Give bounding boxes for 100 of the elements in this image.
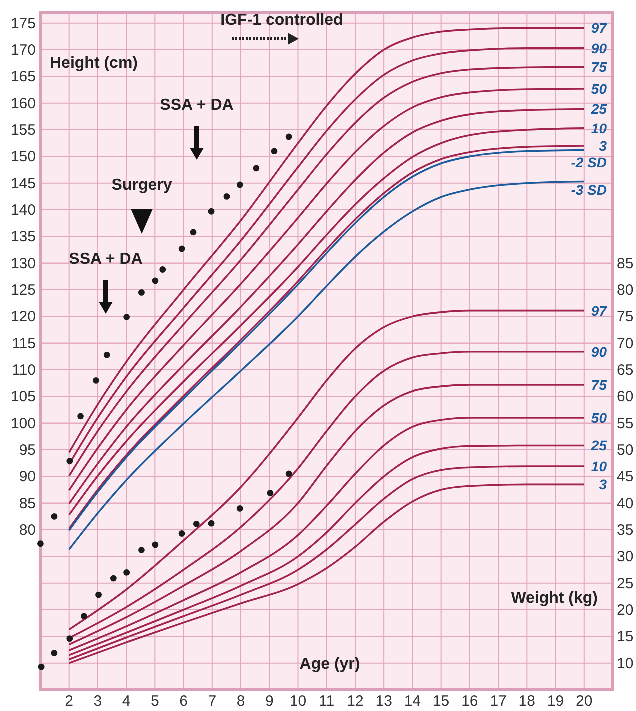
x-tick-label: 4 [122, 693, 131, 710]
point [236, 505, 244, 512]
series-label: 10 [591, 458, 608, 475]
point [38, 664, 45, 670]
point [80, 613, 88, 620]
y-tick-label: 80 [19, 522, 36, 540]
x-tick-label: 13 [376, 693, 392, 710]
x-tick-label: 12 [347, 693, 364, 710]
point [208, 208, 215, 215]
y2-tick-label: 40 [617, 495, 634, 512]
y2-tick-label: 65 [617, 362, 634, 380]
y-tick-label: 85 [19, 495, 36, 512]
y-axis-title: Height (cm) [50, 55, 138, 72]
series-label: 97 [591, 20, 608, 36]
point [78, 413, 84, 420]
y2-tick-label: 85 [617, 255, 634, 272]
x-tick-label: 19 [547, 693, 564, 710]
annotation: SSA + DA [69, 251, 144, 268]
point [286, 134, 292, 140]
x-axis-title: Age (yr) [300, 656, 360, 673]
y-tick-label: 100 [10, 415, 36, 432]
x-tick-label: 2 [65, 693, 74, 710]
y2-tick-label: 45 [617, 468, 634, 486]
x-tick-label: 5 [150, 693, 160, 710]
series-label: 25 [590, 101, 608, 118]
y-tick-label: 105 [10, 388, 36, 406]
series-label: 50 [591, 410, 608, 426]
y-tick-label: 90 [19, 468, 36, 486]
point [51, 513, 58, 520]
point [66, 458, 74, 464]
y2-tick-label: 25 [617, 575, 634, 592]
point [66, 636, 74, 642]
x-tick-label: 16 [462, 693, 478, 710]
y2-tick-label: 35 [617, 522, 634, 540]
point [208, 520, 215, 527]
point [152, 278, 159, 284]
y2-tick-label: 20 [617, 602, 634, 620]
point [224, 193, 230, 200]
point [152, 542, 159, 548]
y2-tick-label: 30 [617, 548, 634, 566]
point [178, 530, 186, 537]
y2-tick-label: 55 [617, 415, 634, 432]
series-label: 10 [591, 120, 608, 136]
point [110, 575, 117, 582]
y-tick-label: 165 [10, 68, 36, 86]
y-tick-label: 160 [10, 95, 36, 112]
series-label: 50 [591, 80, 608, 97]
y2-tick-label: 15 [617, 628, 634, 646]
series-label: 90 [591, 344, 608, 360]
x-tick-label: 7 [208, 693, 217, 710]
point [178, 246, 186, 252]
point [267, 490, 274, 496]
x-tick-label: 3 [94, 693, 102, 710]
annotation: SSA + DA [160, 97, 234, 114]
y2-tick-label: 75 [617, 308, 634, 326]
x-tick-label: 20 [576, 693, 593, 710]
x-tick-label: 11 [319, 693, 335, 710]
point [190, 229, 197, 236]
point [124, 314, 130, 320]
series-label: 25 [590, 438, 608, 454]
y-tick-label: 150 [10, 148, 36, 166]
point [96, 592, 102, 598]
y-tick-label: 120 [10, 308, 36, 326]
x-tick-label: 6 [180, 693, 188, 710]
y-tick-label: 175 [10, 15, 36, 32]
y-tick-label: 130 [10, 255, 36, 272]
series-label: 97 [591, 302, 608, 319]
y-tick-label: 95 [19, 442, 36, 460]
series-label: 3 [599, 476, 608, 493]
y-tick-label: 125 [10, 282, 36, 300]
series-label: 3 [599, 138, 608, 154]
y-tick-label: 170 [10, 42, 36, 60]
y2-tick-label: 70 [617, 335, 634, 352]
x-tick-label: 17 [490, 693, 507, 710]
y-tick-label: 145 [10, 175, 36, 192]
series-label: 75 [591, 59, 608, 76]
series-label: 75 [591, 376, 608, 393]
y-tick-label: 155 [10, 122, 36, 140]
point [51, 650, 58, 656]
point [138, 547, 145, 554]
point [236, 182, 244, 188]
series-label: 90 [591, 40, 608, 56]
point [193, 520, 200, 528]
x-tick-label: 18 [518, 693, 536, 710]
y-tick-label: 135 [10, 228, 36, 246]
annotation: Surgery [112, 177, 172, 194]
point [253, 165, 260, 172]
series-label: -2 SD [571, 154, 607, 170]
y2-tick-label: 80 [617, 282, 634, 300]
y-tick-label: 140 [10, 202, 36, 220]
point [124, 569, 130, 576]
y2-tick-label: 50 [617, 442, 634, 460]
y2-tick-label: 10 [617, 655, 634, 672]
y2-axis-title: Weight (kg) [511, 590, 598, 607]
x-tick-label: 14 [404, 693, 422, 710]
x-tick-label: 10 [290, 693, 307, 710]
point [38, 540, 44, 548]
point [271, 148, 278, 155]
point [138, 289, 145, 296]
x-tick-label: 8 [236, 693, 246, 710]
